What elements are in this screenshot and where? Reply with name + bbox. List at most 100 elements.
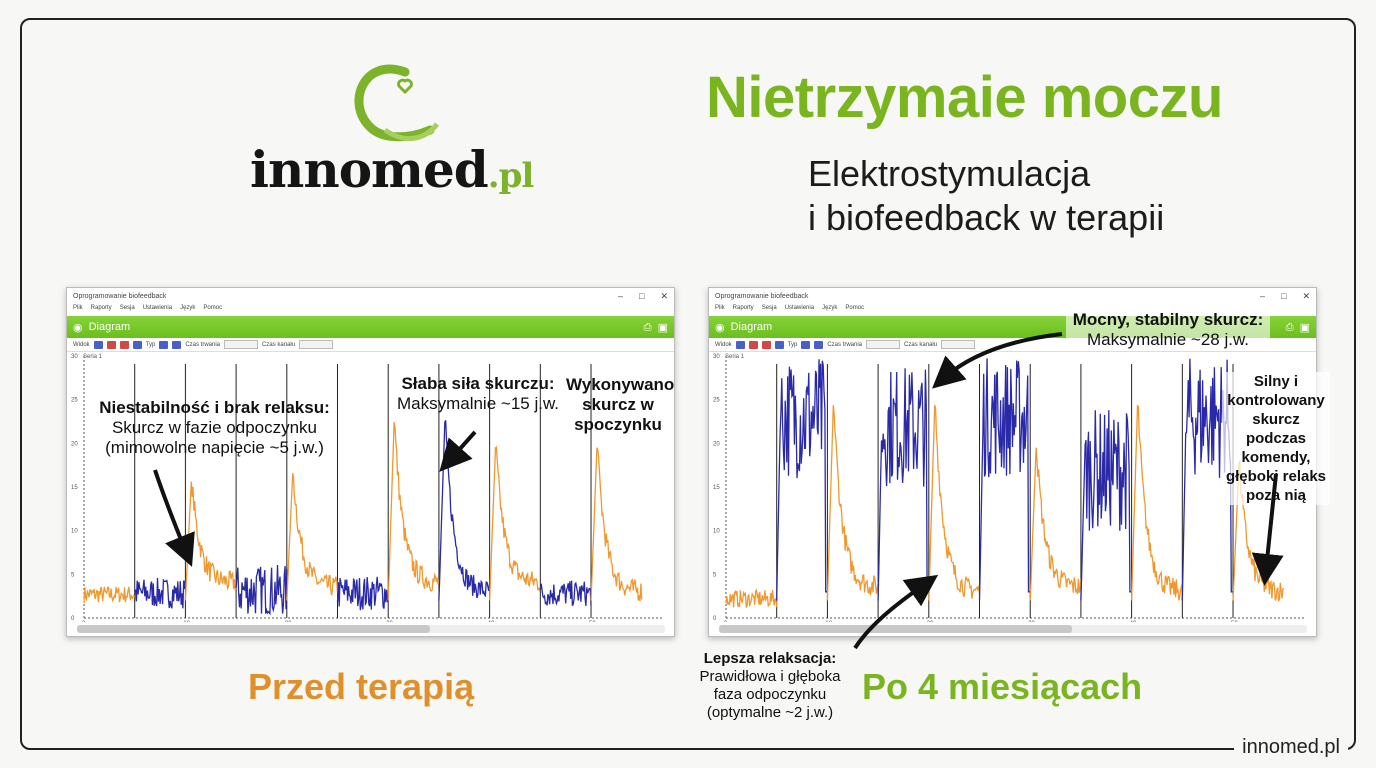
annotation-title: Niestabilność i brak relaksu: — [99, 398, 330, 417]
signal-segment-orange — [488, 445, 541, 601]
y-tick-label: 30 — [71, 354, 78, 360]
save-icon[interactable]: ▣ — [657, 321, 668, 334]
y-tick-label: 20 — [713, 441, 720, 447]
maximize-icon[interactable]: □ — [1281, 291, 1287, 301]
menu-item[interactable]: Ustawienia — [142, 305, 173, 311]
menu-item[interactable]: Raporty — [732, 305, 754, 311]
tool-icon[interactable] — [761, 340, 771, 349]
print-icon[interactable]: ⎙ — [643, 321, 652, 333]
menu-item[interactable]: Sesja — [119, 305, 135, 311]
horizontal-scrollbar[interactable] — [719, 625, 1307, 633]
signal-segment-blue — [235, 564, 288, 616]
window-title: Oprogramowanie biofeedback — [715, 293, 809, 300]
x-tick-label: 0 — [82, 621, 86, 622]
tool-icon[interactable] — [735, 340, 745, 349]
tool-icon[interactable] — [93, 340, 103, 349]
menu-item[interactable]: Sesja — [761, 305, 777, 311]
menu-item[interactable]: Język — [822, 305, 838, 311]
signal-plot: 0 5 10 15 20 25 30 0 10 20 30 40 50 — [713, 354, 1304, 622]
y-tick-label: 5 — [71, 572, 75, 578]
signal-segment-orange — [1130, 404, 1183, 601]
window-titlebar: Oprogramowanie biofeedback – □ ✕ — [709, 288, 1316, 305]
toolbar-label: Czas trwania — [185, 341, 221, 348]
tool-icon[interactable] — [172, 340, 182, 349]
logo-hand-heart-icon — [354, 64, 439, 142]
duration-select[interactable] — [224, 340, 259, 349]
window-titlebar: Oprogramowanie biofeedback – □ ✕ — [67, 288, 674, 305]
annotation-rest-contraction: Wykonywano skurcz w spoczynku — [566, 375, 675, 434]
tool-icon[interactable] — [119, 340, 129, 349]
toolbar-label: Widok — [715, 341, 732, 348]
menu-item[interactable]: Pomoc — [203, 305, 223, 311]
tool-icon[interactable] — [159, 340, 169, 349]
signal-segment-blue — [877, 368, 929, 601]
print-icon[interactable]: ⎙ — [1285, 321, 1294, 333]
annotation-line: faza odpoczynku — [713, 686, 827, 703]
x-tick-label: 50 — [1231, 621, 1238, 622]
menu-item[interactable]: Język — [180, 305, 196, 311]
signal-segment-orange — [83, 586, 136, 604]
caption-after: Po 4 miesiącach — [862, 666, 1143, 707]
annotation-line: Maksymalnie ~15 j.w. — [396, 394, 560, 413]
close-icon[interactable]: ✕ — [1302, 291, 1310, 301]
annotation-line: Prawidłowa i głęboka — [699, 668, 841, 685]
x-tick-label: 50 — [589, 621, 596, 622]
menu-item[interactable]: Ustawienia — [784, 305, 815, 311]
maximize-icon[interactable]: □ — [639, 291, 645, 301]
tool-icon[interactable] — [774, 340, 784, 349]
minimize-icon[interactable]: – — [618, 291, 624, 301]
signal-segment-orange — [1029, 447, 1082, 601]
view-header: ◉ Diagram ⎙ ▣ — [67, 316, 674, 338]
signal-segment-orange — [184, 481, 237, 601]
signal-segment-orange — [826, 405, 879, 601]
duration-select[interactable] — [866, 340, 901, 349]
scrollbar-thumb[interactable] — [719, 625, 1072, 633]
annotation-instability: Niestabilność i brak relaksu: Skurcz w f… — [92, 398, 337, 458]
scrollbar-thumb[interactable] — [77, 625, 430, 633]
annotation-title: Mocny, stabilny skurcz: — [1072, 310, 1264, 329]
horizontal-scrollbar[interactable] — [77, 625, 665, 633]
menu-item[interactable]: Plik — [715, 305, 725, 311]
close-icon[interactable]: ✕ — [660, 291, 668, 301]
back-icon[interactable]: ◉ — [715, 321, 725, 334]
view-title: Diagram — [88, 321, 131, 333]
save-icon[interactable]: ▣ — [1299, 321, 1310, 334]
annotation-title: Lepsza relaksacja: — [703, 650, 837, 667]
y-tick-label: 25 — [71, 398, 78, 404]
signal-segment-blue — [776, 359, 828, 601]
toolbar-label: Typ — [145, 341, 156, 348]
window-title: Oprogramowanie biofeedback — [73, 293, 167, 300]
series-label: Seria 1 — [83, 354, 103, 360]
x-tick-label: 0 — [724, 621, 728, 622]
signal-segment-orange — [725, 588, 778, 608]
caption-before: Przed terapią — [248, 666, 475, 707]
menu-item[interactable]: Pomoc — [845, 305, 865, 311]
menu-item[interactable]: Raporty — [90, 305, 112, 311]
y-tick-label: 10 — [713, 529, 720, 535]
minimize-icon[interactable]: – — [1260, 291, 1266, 301]
channel-select[interactable] — [299, 340, 334, 349]
tool-icon[interactable] — [106, 340, 116, 349]
tool-icon[interactable] — [801, 340, 811, 349]
outer-frame — [20, 18, 1356, 750]
y-tick-label: 0 — [713, 616, 717, 622]
signal-segment-blue — [978, 358, 1031, 601]
annotation-line: Maksymalnie ~28 j.w. — [1086, 330, 1250, 349]
toolbar-label: Czas trwania — [827, 341, 863, 348]
signal-segment-orange — [590, 447, 643, 602]
tool-icon[interactable] — [814, 340, 824, 349]
page-title: Nietrzymaie moczu — [706, 65, 1223, 130]
channel-select[interactable] — [941, 340, 976, 349]
logo-wordmark: innomed.pl — [250, 140, 535, 199]
tool-icon[interactable] — [748, 340, 758, 349]
before-therapy-window: Oprogramowanie biofeedback – □ ✕ Plik Rapor… — [66, 287, 675, 637]
subtitle-line-1: Elektrostymulacja — [808, 153, 1091, 194]
logo-tld: .pl — [487, 156, 535, 196]
menu-item[interactable]: Plik — [73, 305, 83, 311]
x-tick-label: 30 — [1028, 621, 1035, 622]
annotation-line: Skurcz w fazie odpoczynku — [111, 418, 318, 437]
tool-icon[interactable] — [132, 340, 142, 349]
annotation-controlled-contraction: Silny i kontrolowany skurcz podczas kome… — [1222, 372, 1330, 505]
back-icon[interactable]: ◉ — [73, 321, 83, 334]
signal-segment-orange — [387, 422, 440, 601]
